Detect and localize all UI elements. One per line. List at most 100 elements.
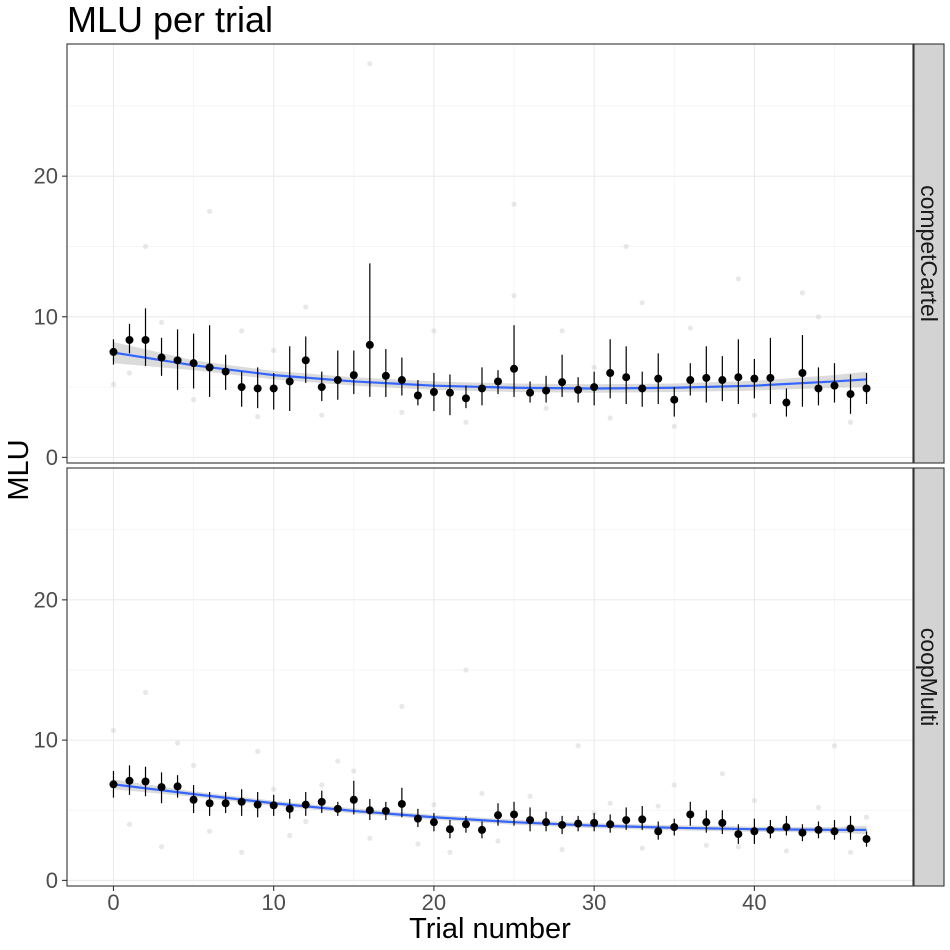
raw-data-point — [207, 209, 212, 214]
raw-data-point — [287, 833, 292, 838]
mean-point — [622, 373, 630, 381]
mean-point — [109, 348, 117, 356]
mean-point — [510, 810, 518, 818]
raw-data-point — [127, 370, 132, 375]
raw-data-point — [367, 836, 372, 841]
mean-point — [254, 384, 262, 392]
raw-data-point — [207, 829, 212, 834]
mean-point — [190, 796, 198, 804]
mean-point — [142, 336, 150, 344]
raw-data-point — [303, 304, 308, 309]
raw-data-point — [511, 293, 516, 298]
mean-point — [238, 383, 246, 391]
raw-data-point — [800, 290, 805, 295]
mean-point — [782, 399, 790, 407]
mean-point — [494, 811, 502, 819]
mean-point — [782, 823, 790, 831]
mean-point — [718, 376, 726, 384]
mean-point — [302, 356, 310, 364]
x-tick-label: 10 — [261, 890, 285, 915]
mean-point — [414, 392, 422, 400]
mean-point — [606, 369, 614, 377]
mean-point — [734, 373, 742, 381]
mean-point — [847, 824, 855, 832]
raw-data-point — [576, 743, 581, 748]
mean-point — [686, 376, 694, 384]
mean-point — [398, 376, 406, 384]
y-tick-label: 0 — [46, 868, 58, 893]
mean-point — [125, 777, 133, 785]
raw-data-point — [367, 61, 372, 66]
mean-point — [702, 374, 710, 382]
raw-data-point — [463, 420, 468, 425]
raw-data-point — [640, 300, 645, 305]
raw-data-point — [399, 410, 404, 415]
x-tick-label: 30 — [582, 890, 606, 915]
y-axis-title: MLU — [3, 439, 35, 500]
raw-data-point — [720, 771, 725, 776]
mean-point — [478, 826, 486, 834]
chart-title: MLU per trial — [67, 0, 273, 40]
mean-point — [350, 796, 358, 804]
raw-data-point — [127, 822, 132, 827]
raw-data-point — [255, 414, 260, 419]
raw-data-point — [399, 704, 404, 709]
raw-data-point — [736, 276, 741, 281]
y-tick-label: 10 — [34, 728, 58, 753]
raw-data-point — [832, 743, 837, 748]
mean-point — [798, 829, 806, 837]
mean-point — [462, 394, 470, 402]
mean-point — [814, 826, 822, 834]
facet-panel: coopMulti 0 10 20 — [34, 468, 944, 893]
mean-point — [238, 798, 246, 806]
raw-data-point — [239, 850, 244, 855]
facet-panels: competCartel 0 10 20 coopMulti 0 10 20 0 10 20 30 40 — [34, 44, 944, 915]
raw-data-point — [752, 413, 757, 418]
mean-point — [142, 778, 150, 786]
mean-point — [558, 821, 566, 829]
raw-data-point — [431, 328, 436, 333]
x-tick-label: 0 — [107, 890, 119, 915]
mean-point — [222, 799, 230, 807]
mean-point — [606, 820, 614, 828]
mean-point — [366, 341, 374, 349]
y-tick-label: 20 — [34, 587, 58, 612]
x-tick-label: 40 — [742, 890, 766, 915]
y-tick-label: 0 — [46, 445, 58, 470]
mean-point — [638, 815, 646, 823]
mean-point — [222, 368, 230, 376]
mean-point — [686, 810, 694, 818]
raw-data-point — [159, 844, 164, 849]
mean-point — [766, 826, 774, 834]
raw-data-point — [640, 846, 645, 851]
mean-point — [318, 798, 326, 806]
y-tick-label: 10 — [34, 304, 58, 329]
mean-point — [847, 390, 855, 398]
raw-data-point — [255, 749, 260, 754]
mean-point — [654, 827, 662, 835]
mean-point — [462, 820, 470, 828]
raw-data-point — [175, 740, 180, 745]
raw-data-point — [688, 325, 693, 330]
raw-data-point — [672, 782, 677, 787]
facet-strip-label: coopMulti — [916, 628, 942, 726]
raw-data-point — [704, 843, 709, 848]
mean-point — [542, 387, 550, 395]
mean-point — [158, 354, 166, 362]
mean-point — [334, 376, 342, 384]
raw-data-point — [351, 768, 356, 773]
raw-data-point — [816, 314, 821, 319]
mean-point — [270, 801, 278, 809]
mean-point — [542, 818, 550, 826]
mean-point — [478, 384, 486, 392]
raw-data-point — [303, 819, 308, 824]
raw-data-point — [624, 244, 629, 249]
raw-data-point — [111, 728, 116, 733]
mean-point — [446, 825, 454, 833]
mean-point — [830, 827, 838, 835]
raw-data-point — [848, 420, 853, 425]
mean-point — [350, 371, 358, 379]
raw-data-point — [608, 415, 613, 420]
mean-point — [670, 823, 678, 831]
